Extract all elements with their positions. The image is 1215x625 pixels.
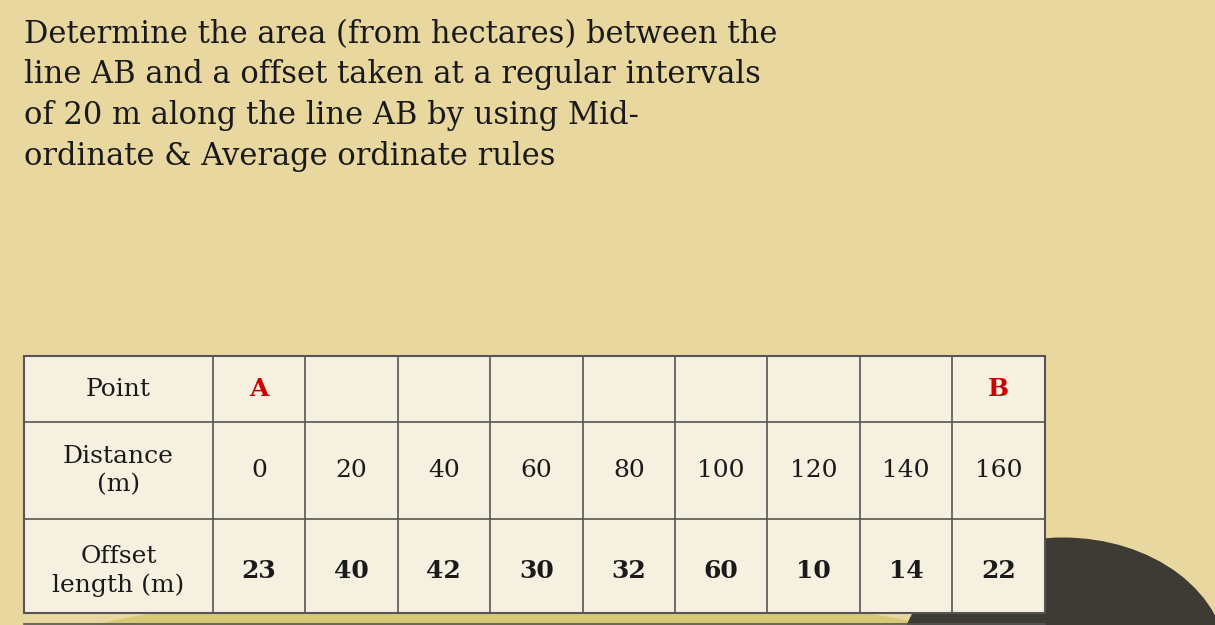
Text: 40: 40 bbox=[334, 559, 368, 583]
Text: 120: 120 bbox=[790, 459, 837, 482]
Text: 32: 32 bbox=[611, 559, 646, 583]
Ellipse shape bbox=[899, 538, 1215, 625]
Text: 20: 20 bbox=[335, 459, 367, 482]
Text: 0: 0 bbox=[252, 459, 267, 482]
Text: 160: 160 bbox=[974, 459, 1022, 482]
Text: 60: 60 bbox=[703, 559, 739, 583]
Text: 140: 140 bbox=[882, 459, 929, 482]
Text: 30: 30 bbox=[519, 559, 554, 583]
Text: 42: 42 bbox=[426, 559, 462, 583]
Text: Point: Point bbox=[86, 378, 151, 401]
Text: B: B bbox=[988, 377, 1010, 401]
Text: 80: 80 bbox=[612, 459, 645, 482]
Text: 40: 40 bbox=[428, 459, 459, 482]
Text: Determine the area (from hectares) between the
line AB and a offset taken at a r: Determine the area (from hectares) betwe… bbox=[24, 19, 778, 171]
Text: 100: 100 bbox=[697, 459, 745, 482]
Text: 22: 22 bbox=[982, 559, 1016, 583]
Text: A: A bbox=[249, 377, 269, 401]
Ellipse shape bbox=[0, 588, 1045, 625]
Text: 14: 14 bbox=[889, 559, 923, 583]
Text: Offset
length (m): Offset length (m) bbox=[52, 545, 185, 598]
Text: 23: 23 bbox=[242, 559, 276, 583]
Text: 10: 10 bbox=[796, 559, 831, 583]
Text: 60: 60 bbox=[520, 459, 552, 482]
Text: Distance
(m): Distance (m) bbox=[63, 444, 174, 496]
